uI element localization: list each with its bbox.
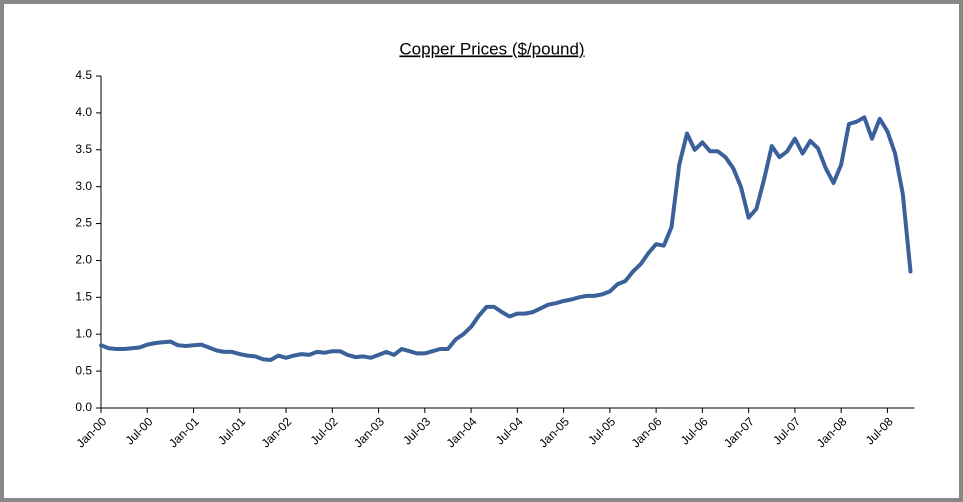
chart-title: Copper Prices ($/pound) (399, 39, 584, 58)
y-tick-label: 0.0 (75, 400, 92, 414)
y-tick-label: 3.0 (75, 179, 92, 193)
y-tick-label: 2.5 (75, 216, 92, 230)
y-tick-label: 1.5 (75, 290, 92, 304)
y-tick-label: 1.0 (75, 326, 92, 340)
y-tick-label: 0.5 (75, 363, 92, 377)
y-tick-label: 4.5 (75, 68, 92, 82)
price-line (99, 115, 913, 362)
y-tick-label: 2.0 (75, 253, 92, 267)
y-tick-label: 4.0 (75, 105, 92, 119)
y-tick-label: 3.5 (75, 142, 92, 156)
